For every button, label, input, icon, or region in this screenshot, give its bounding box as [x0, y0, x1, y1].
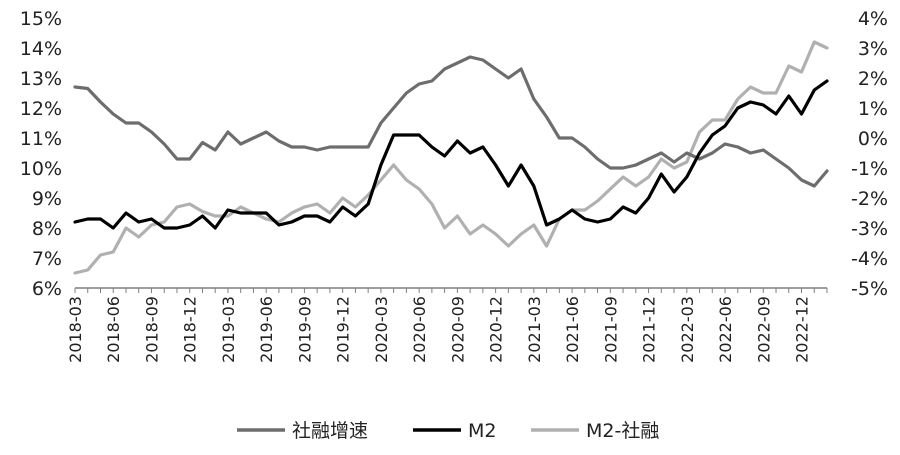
x-tick-label: 2019-03 [219, 296, 238, 363]
x-tick-label: 2019-06 [257, 296, 276, 363]
y-left-tick-label: 8% [32, 218, 62, 240]
y-left-tick-label: 14% [20, 38, 62, 60]
y-right-tick-label: -3% [851, 218, 888, 240]
x-tick-label: 2021-09 [601, 296, 620, 363]
y-right-tick-label: 0% [858, 128, 888, 150]
x-tick-label: 2018-09 [142, 296, 161, 363]
x-tick-label: 2020-12 [487, 296, 506, 363]
series-lines [73, 40, 829, 275]
x-tick-label: 2019-09 [295, 296, 314, 363]
y-left-tick-label: 9% [32, 188, 62, 210]
x-tick-label: 2021-03 [525, 296, 544, 363]
y-left-tick-label: 7% [32, 248, 62, 270]
x-tick-label: 2022-12 [793, 296, 812, 363]
x-tick-label: 2021-06 [563, 296, 582, 363]
legend-label: M2-社融 [586, 420, 659, 442]
legend-item-m2-minus-social-financing: M2-社融 [531, 420, 659, 442]
y-left-axis: 6% 7% 8% 9% 10% 11% 12% 13% 14% 15% [20, 8, 62, 300]
x-tick-label: 2020-06 [410, 296, 429, 363]
y-left-tick-label: 11% [20, 128, 62, 150]
series-line-social-financing [73, 55, 829, 188]
legend-label: M2 [468, 420, 496, 442]
x-tick-label: 2018-03 [66, 296, 85, 363]
x-tick-label: 2022-03 [678, 296, 697, 363]
y-right-tick-label: -2% [851, 188, 888, 210]
legend-label: 社融增速 [292, 420, 368, 442]
y-right-tick-label: -4% [851, 248, 888, 270]
x-tick-label: 2018-12 [181, 296, 200, 363]
x-tick-label: 2021-12 [640, 296, 659, 363]
series-line-m2 [73, 79, 829, 230]
y-right-tick-label: 2% [858, 68, 888, 90]
y-right-tick-label: 4% [858, 8, 888, 30]
y-left-tick-label: 10% [20, 158, 62, 180]
y-left-tick-label: 13% [20, 68, 62, 90]
series-line-m2-minus-social-financing [73, 40, 829, 275]
x-tick-label: 2022-06 [716, 296, 735, 363]
x-tick-label: 2018-06 [104, 296, 123, 363]
y-left-tick-label: 15% [20, 8, 62, 30]
y-right-tick-label: -1% [851, 158, 888, 180]
y-right-tick-label: -5% [851, 278, 888, 300]
legend-item-m2: M2 [413, 420, 496, 442]
y-right-tick-label: 1% [858, 98, 888, 120]
x-tick-label: 2022-09 [754, 296, 773, 363]
x-tick-label: 2020-09 [448, 296, 467, 363]
legend-item-social-financing: 社融增速 [237, 420, 368, 442]
x-axis: 2018-03 2018-06 2018-09 2018-12 2019-03 2019-… [66, 287, 828, 363]
y-left-tick-label: 12% [20, 98, 62, 120]
x-tick-label: 2019-12 [334, 296, 353, 363]
y-right-axis: -5% -4% -3% -2% -1% 0% 1% 2% 3% 4% [851, 8, 888, 300]
y-left-tick-label: 6% [32, 278, 62, 300]
legend: 社融增速 M2 M2-社融 [237, 420, 659, 442]
x-tick-label: 2020-03 [372, 296, 391, 363]
y-right-tick-label: 3% [858, 38, 888, 60]
